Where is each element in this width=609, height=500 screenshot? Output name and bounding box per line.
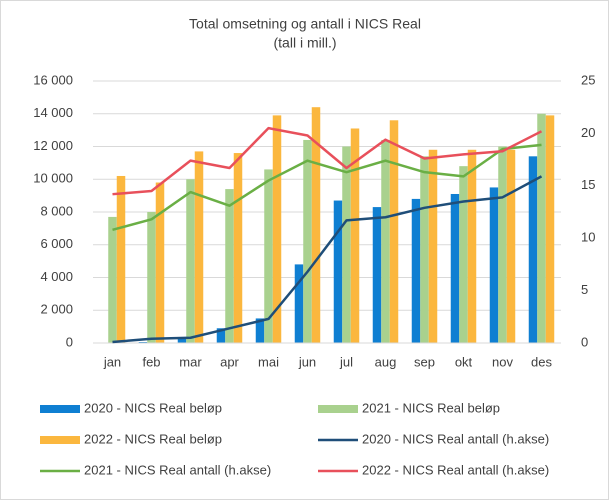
legend-label: 2021 - NICS Real beløp (362, 400, 500, 415)
y2-tick-label: 5 (581, 282, 588, 297)
y-tick-label: 0 (66, 334, 73, 349)
bar (467, 149, 477, 343)
bar (147, 212, 156, 343)
y-tick-label: 12 000 (33, 138, 73, 153)
legend-label: 2020 - NICS Real antall (h.akse) (362, 431, 549, 446)
x-tick-label: des (531, 354, 552, 369)
line (112, 126, 543, 196)
bar (108, 216, 117, 343)
bar (264, 169, 273, 343)
x-tick-label: mai (258, 354, 279, 369)
legend-label: 2022 - NICS Real antall (h.akse) (362, 462, 549, 477)
x-tick-label: apr (220, 354, 239, 369)
bar (489, 187, 499, 343)
legend-swatch (318, 405, 358, 413)
x-tick-label: okt (455, 354, 473, 369)
bar (350, 128, 360, 343)
bar (545, 115, 555, 343)
x-tick-label: jan (103, 354, 121, 369)
bar (459, 166, 468, 343)
y-tick-label: 14 000 (33, 105, 73, 120)
line (112, 175, 543, 344)
bar (311, 107, 321, 343)
bar (537, 113, 546, 343)
x-tick-label: sep (414, 354, 435, 369)
legend-label: 2020 - NICS Real beløp (84, 400, 222, 415)
bar (225, 189, 234, 343)
y2-tick-label: 10 (581, 230, 595, 245)
bar (216, 328, 226, 343)
x-tick-label: jun (298, 354, 316, 369)
bar (186, 179, 195, 343)
bar (389, 120, 399, 343)
x-tick-label: mar (179, 354, 202, 369)
bar (506, 149, 516, 343)
bar (381, 139, 390, 343)
y2-tick-label: 25 (581, 72, 595, 87)
bar (428, 149, 438, 343)
y-tick-label: 4 000 (40, 269, 73, 284)
legend-swatch (40, 436, 80, 444)
chart-title: Total omsetning og antall i NICS Real (189, 16, 421, 32)
legend-swatch (40, 405, 80, 413)
bar (498, 146, 507, 343)
bar (255, 318, 265, 343)
bar (303, 139, 312, 343)
y2-tick-label: 0 (581, 334, 588, 349)
bar (528, 156, 538, 343)
y-tick-label: 2 000 (40, 302, 73, 317)
bar (411, 198, 421, 343)
legend-label: 2022 - NICS Real beløp (84, 431, 222, 446)
line (112, 143, 542, 232)
legend-label: 2021 - NICS Real antall (h.akse) (84, 462, 271, 477)
x-tick-label: feb (142, 354, 160, 369)
y-tick-label: 16 000 (33, 72, 73, 87)
chart-subtitle: (tall i mill.) (274, 35, 337, 51)
bar (372, 207, 382, 343)
bar (155, 182, 165, 343)
bar (342, 146, 351, 343)
bar (450, 193, 460, 343)
bar (294, 264, 304, 343)
x-tick-label: aug (375, 354, 397, 369)
bar (272, 115, 282, 343)
y2-tick-label: 15 (581, 177, 595, 192)
y-tick-label: 10 000 (33, 171, 73, 186)
y2-tick-label: 20 (581, 125, 595, 140)
y-tick-label: 6 000 (40, 236, 73, 251)
bar (177, 338, 187, 343)
y-tick-label: 8 000 (40, 203, 73, 218)
bar (420, 156, 429, 343)
bar (116, 175, 126, 343)
bar (333, 200, 343, 343)
x-tick-label: jul (339, 354, 353, 369)
bar (233, 153, 243, 343)
x-tick-label: nov (492, 354, 513, 369)
bar (194, 151, 204, 343)
